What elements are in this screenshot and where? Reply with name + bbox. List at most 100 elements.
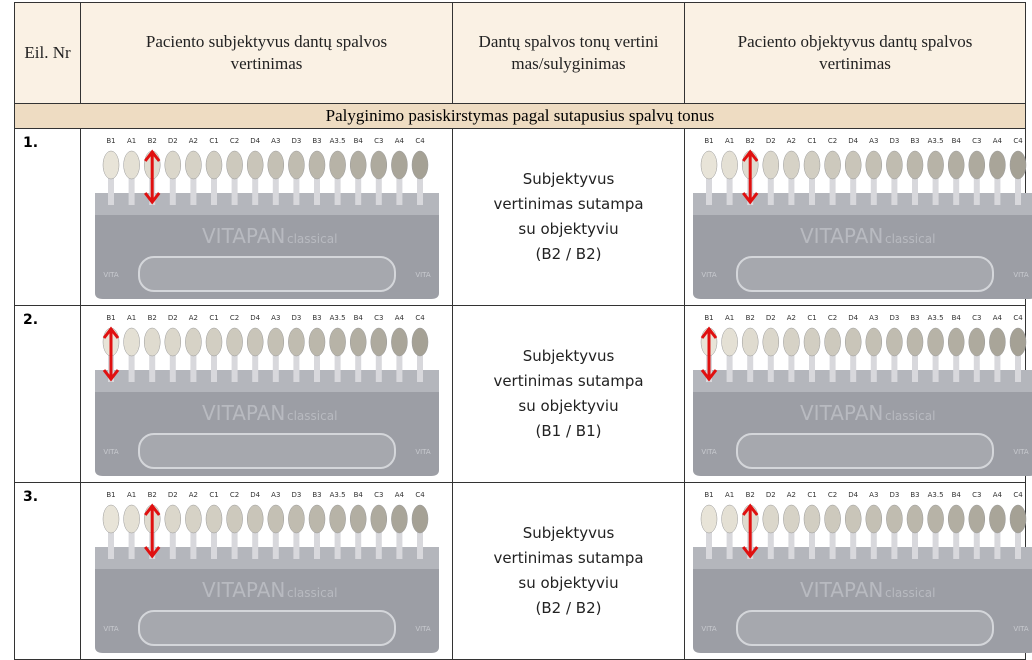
shade-label: D4: [848, 491, 858, 499]
model: classical: [287, 409, 337, 423]
shade-label: B2: [147, 137, 156, 145]
brand: VITAPAN: [202, 578, 285, 602]
logo: VITA: [701, 625, 717, 633]
shade-label: A3.5: [329, 491, 345, 499]
tooth: [246, 327, 263, 357]
tab-stem: [726, 529, 733, 559]
tab-stem: [231, 352, 238, 382]
tooth: [1009, 504, 1027, 534]
result-line: (B2 / B2): [535, 599, 602, 617]
shade-label: C1: [807, 314, 816, 322]
result-line: Subjektyvus: [522, 170, 615, 188]
shade-label: C1: [209, 314, 218, 322]
tooth: [246, 504, 263, 534]
tooth: [349, 327, 366, 357]
tab-stem: [726, 352, 733, 382]
tooth: [989, 150, 1006, 180]
shade-label: C2: [828, 314, 837, 322]
tab-stem: [912, 529, 918, 559]
objective-image: B1 A1 B2 D2 A2 C1 C2 D4 A3 D3 B3 A3.5 B4 C3 A4 C4 VITAPA…: [684, 305, 1032, 483]
shade-label: B2: [147, 314, 156, 322]
tab-stem: [416, 529, 423, 559]
guide-top: [94, 547, 439, 569]
tooth: [349, 504, 366, 534]
shade-label: D3: [291, 137, 301, 145]
brand: VITAPAN: [202, 401, 285, 425]
tab-stem: [395, 352, 402, 382]
tab-stem: [169, 175, 176, 205]
tooth: [762, 327, 780, 357]
logo: VITA: [103, 448, 119, 456]
tooth: [886, 150, 903, 180]
result-line: vertinimas sutampa: [493, 549, 644, 567]
tab-stem: [870, 175, 877, 205]
logo: VITA: [103, 271, 119, 279]
header-cell: Paciento objektyvus dantų spalvos vertin…: [684, 2, 1026, 104]
tab-stem: [973, 529, 980, 559]
shade-label: D4: [848, 314, 858, 322]
model: classical: [287, 586, 337, 600]
shade-label: C3: [374, 314, 383, 322]
tooth: [349, 150, 366, 180]
shade-label: D4: [250, 314, 260, 322]
tab-stem: [251, 352, 258, 382]
row-number: 1.: [14, 128, 81, 306]
tooth: [143, 327, 160, 357]
shade-label: A4: [993, 314, 1003, 322]
shade-label: D2: [167, 314, 177, 322]
shade-label: A2: [787, 314, 796, 322]
tab-stem: [107, 529, 114, 559]
slot: [736, 433, 994, 469]
shade-label: C4: [1013, 491, 1023, 499]
tooth: [267, 504, 284, 534]
shade-label: B2: [746, 314, 755, 322]
shade-label: B2: [746, 137, 755, 145]
tooth: [989, 327, 1006, 357]
shade-label: C2: [229, 314, 238, 322]
tooth: [947, 327, 965, 357]
tab-stem: [870, 352, 877, 382]
tab-stem: [128, 352, 135, 382]
tooth: [968, 327, 986, 357]
tab-stem: [809, 352, 815, 382]
tab-stem: [313, 352, 320, 382]
tab-stem: [932, 175, 939, 205]
tooth: [370, 504, 387, 534]
shade-label: D2: [766, 491, 776, 499]
shade-guide: B1 A1 B2 D2 A2 C1 C2 D4 A3 D3 B3 A3.5 B4 C3 A4 C4 VITAPA…: [94, 137, 439, 299]
section-row: Palyginimo pasiskirstymas pagal sutapusi…: [14, 103, 1026, 129]
tooth: [947, 150, 965, 180]
tab-stem: [189, 529, 196, 559]
tooth: [205, 504, 222, 534]
comparison-table: Eil. Nr Paciento subjektyvus dantų spalv…: [14, 2, 1032, 660]
row-number: 3.: [14, 482, 81, 660]
shade-label: A3: [869, 314, 878, 322]
slot: [736, 610, 994, 646]
brand: VITAPAN: [800, 578, 883, 602]
result-cell: Subjektyvus vertinimas sutampa su objektyv…: [452, 128, 685, 306]
shade-label: B1: [106, 491, 115, 499]
shade-label: B3: [910, 314, 919, 322]
shade-label: A3.5: [928, 137, 944, 145]
tab-stem: [375, 529, 382, 559]
tab-stem: [416, 352, 423, 382]
tab-stem: [706, 175, 712, 205]
tooth: [184, 327, 202, 357]
tooth: [267, 150, 284, 180]
shade-label: A3.5: [928, 491, 944, 499]
logo: VITA: [103, 625, 119, 633]
tab-stem: [375, 175, 382, 205]
tab-stem: [272, 352, 279, 382]
tooth: [844, 327, 862, 357]
tooth: [865, 504, 883, 534]
tooth: [184, 150, 202, 180]
tooth: [906, 150, 924, 180]
brand: VITAPAN: [202, 224, 285, 248]
shade-label: A3: [271, 137, 280, 145]
tab-stem: [354, 352, 361, 382]
shade-label: B2: [147, 491, 156, 499]
result-line: Subjektyvus: [522, 524, 615, 542]
logo: VITA: [1013, 448, 1029, 456]
table-row: 2. B1 A1 B2 D2 A2 C1 C2 D4 A3 D3 B3 A3.5 B4 C3 A4 C4 VITA…: [14, 305, 1032, 483]
shade-label: A1: [126, 491, 135, 499]
